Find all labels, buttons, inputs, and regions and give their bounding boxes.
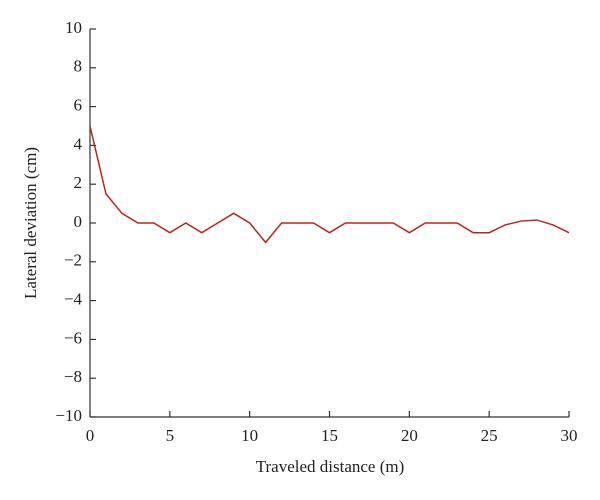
y-tick-label: −2 — [64, 251, 82, 270]
x-tick-label: 25 — [481, 426, 498, 445]
y-tick-label: 6 — [74, 96, 83, 115]
y-axis-label: Lateral deviation (cm) — [21, 147, 40, 299]
x-tick-label: 0 — [86, 426, 95, 445]
y-tick-label: 0 — [74, 212, 83, 231]
y-tick-label: 10 — [65, 18, 82, 37]
y-tick-label: 4 — [74, 134, 83, 153]
x-tick-label: 10 — [241, 426, 258, 445]
x-tick-label: 30 — [561, 426, 578, 445]
y-tick-label: −4 — [64, 290, 83, 309]
data-line — [89, 125, 570, 244]
y-tick-label: −8 — [64, 367, 82, 386]
y-tick-label: −6 — [64, 328, 82, 347]
x-tick-label: 20 — [401, 426, 418, 445]
y-tick-label: 8 — [74, 57, 83, 76]
x-axis-label: Traveled distance (m) — [256, 457, 405, 476]
y-tick-label: −10 — [55, 406, 82, 425]
x-tick-label: 5 — [166, 426, 175, 445]
y-tick-label: 2 — [74, 173, 83, 192]
x-tick-label: 15 — [321, 426, 338, 445]
